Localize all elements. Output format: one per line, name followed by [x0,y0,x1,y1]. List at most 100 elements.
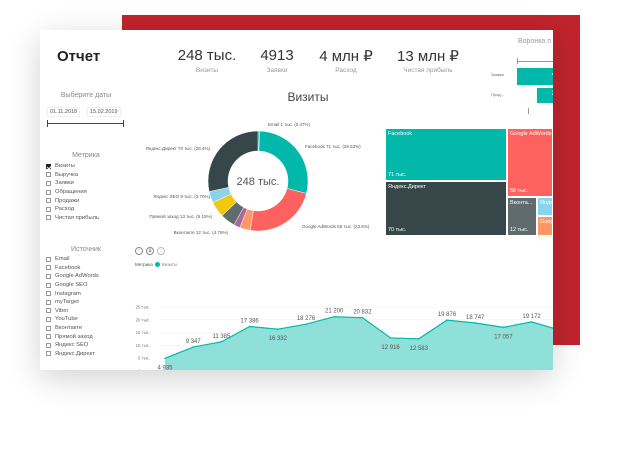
donut-slice[interactable] [207,130,259,192]
donut-slice[interactable] [249,188,307,232]
data-point[interactable] [418,337,420,340]
checkbox[interactable] [46,215,51,221]
data-point[interactable] [220,341,223,343]
metric-option[interactable]: Выручка [46,171,99,180]
y-tick-label: 25 тыс. [136,305,150,310]
slider-handle-end[interactable] [123,120,124,127]
source-option[interactable]: Google SEO [46,281,99,290]
checkbox[interactable] [46,180,51,186]
option-label: Прямой заход [55,333,93,340]
funnel-bar[interactable]: 2 [537,88,553,103]
kpi-value: 13 млн ₽ [397,48,459,65]
checkbox[interactable] [46,206,51,212]
checkbox[interactable] [46,256,51,262]
treemap-tile[interactable]: Яндекс.Директ 70 тыс. [385,181,507,236]
checkbox[interactable] [46,273,51,279]
funnel-title: Воронка п [518,38,552,45]
visits-area-chart: 0 тыс. 5 тыс. 10 тыс. 15 тыс. 20 тыс. 25 тыс.… [136,305,553,371]
drill-mode-icon[interactable]: ↓ [157,247,165,255]
treemap-tile[interactable]: Янде [537,197,553,216]
source-option[interactable]: Яндекс SEO [46,341,99,350]
source-option[interactable]: Viber [46,307,99,316]
kpi-label: Заявки [266,67,288,74]
slice-label: Facebook 71 тыс. (28.53%) [305,144,361,149]
date-to-input[interactable]: 15.02.2019 [87,107,121,117]
source-option[interactable]: Facebook [46,264,99,273]
data-point[interactable] [530,321,533,323]
data-point[interactable] [361,316,364,319]
treemap-tile[interactable]: Google AdWords 58 тыс. [507,128,553,197]
slice-label: Email 1 тыс. (0.47%) [268,122,311,127]
data-point[interactable] [164,357,166,360]
treemap-tile[interactable]: Вконта... 12 тыс. [507,197,537,236]
metric-option[interactable]: Расход [46,205,99,214]
checkbox[interactable] [46,325,51,331]
checkbox[interactable] [46,334,51,340]
source-label: Источник [71,246,101,253]
metric-option[interactable]: Продажи [46,196,99,205]
source-option[interactable]: Яндекс.Директ [46,350,99,359]
data-point[interactable] [277,328,279,330]
funnel-bar[interactable]: 4 [517,68,553,85]
legend-title: Метрика [135,262,153,267]
data-label: 18 276 [297,316,316,322]
data-label: 18 747 [466,315,485,321]
checkbox[interactable] [46,198,51,204]
expand-down-icon[interactable]: ⇊ [146,247,154,255]
data-label: 17 386 [240,318,259,324]
checkbox[interactable] [46,291,51,297]
tile-name: Facebook [388,131,413,137]
date-slider[interactable] [47,123,124,124]
option-label: Вконтакте [55,325,83,332]
legend-series: Визиты [161,262,178,267]
checkbox[interactable] [46,342,51,348]
tile-name: Вконта... [510,200,533,206]
source-option[interactable]: Вконтакте [46,324,99,333]
checkbox[interactable] [46,316,51,322]
data-point[interactable] [446,319,448,321]
checkbox[interactable] [46,172,51,178]
source-option[interactable]: Instagram [46,289,99,298]
kpi-value: 4 млн ₽ [319,48,373,65]
checkbox[interactable] [46,308,51,314]
metric-option[interactable]: Обращения [46,188,99,197]
data-point[interactable] [248,325,251,328]
source-option[interactable]: YouTube [46,315,99,324]
checkbox[interactable] [46,265,51,271]
checkbox[interactable] [46,282,51,288]
slice-label: Вконтакте 12 тыс. (4.76%) [174,230,229,235]
data-point[interactable] [502,326,505,329]
data-point[interactable] [192,346,194,348]
kpi-label: Расход [335,67,357,74]
slider-handle-start[interactable] [47,120,48,127]
treemap: Facebook 71 тыс. Яндекс.Директ 70 тыс. Googl… [385,128,553,236]
metric-option[interactable]: Заявки [46,179,99,188]
checkbox[interactable] [46,299,51,305]
data-point[interactable] [305,323,307,326]
date-from-input[interactable]: 01.11.2018 [47,107,81,117]
drill-up-icon[interactable]: ↑ [135,247,143,255]
data-point[interactable] [389,337,392,339]
tile-name: Янде [540,200,553,206]
source-option[interactable]: myTarget [46,298,99,307]
option-label: Продажи [55,197,80,204]
option-label: Яндекс SEO [55,342,89,349]
checkbox[interactable] [46,189,51,195]
checkbox[interactable] [46,351,51,357]
data-label: 12 583 [410,346,429,352]
source-option[interactable]: Google AdWords [46,272,99,281]
tile-name: Goog [540,219,553,225]
treemap-tile[interactable]: Facebook 71 тыс. [385,128,507,181]
checkbox[interactable] [46,163,51,169]
data-point[interactable] [333,315,336,318]
tile-value: 12 тыс. [510,227,529,233]
option-label: Facebook [55,264,81,271]
data-point[interactable] [474,322,477,324]
option-label: Обращения [55,189,87,196]
source-option[interactable]: Email [46,255,99,264]
source-option[interactable]: Прямой заход [46,332,99,341]
y-tick-label: 0 тыс. [138,369,150,371]
metric-option[interactable]: Чистая прибыль [46,214,99,223]
treemap-tile[interactable]: Goog [537,216,553,236]
metric-option[interactable]: Визиты [46,162,99,171]
